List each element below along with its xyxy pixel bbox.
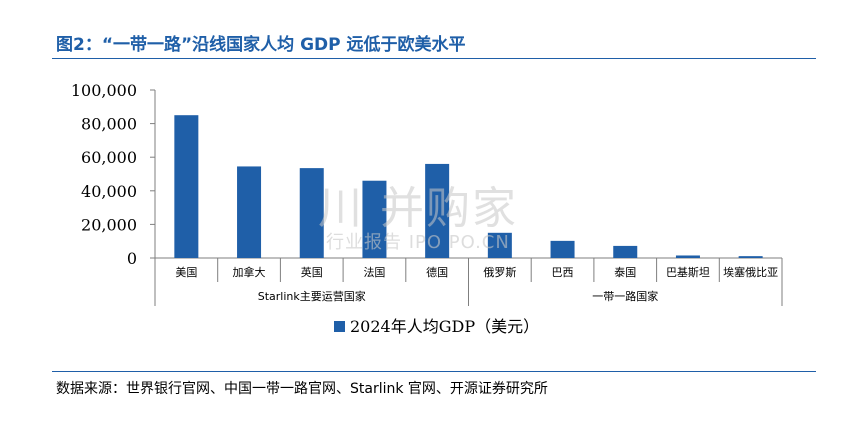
category-label: 巴西 [552,266,574,279]
category-label: 法国 [363,265,385,279]
figure-title: 图2：“一带一路”沿线国家人均 GDP 远低于欧美水平 [56,35,466,55]
source-rule [52,371,816,372]
group-label: Starlink主要运营国家 [258,289,366,303]
bar [675,255,700,258]
bar [237,166,262,258]
bar [174,115,199,258]
title-rule [52,58,816,59]
legend-label: 2024年人均GDP（美元） [350,317,539,336]
category-label: 泰国 [614,265,636,279]
legend-swatch [334,321,345,332]
y-tick-label: 40,000 [81,182,137,201]
category-label: 俄罗斯 [483,266,516,279]
category-label: 美国 [175,266,197,279]
watermark-text: 行业报告 IPO PO.CN [326,232,510,253]
bar-chart: 100,000 80,000 60,000 40,000 20,000 0 美国 加拿大 英国 法… [71,81,783,336]
group-label: 一带一路国家 [592,289,658,303]
y-tick-label: 80,000 [81,115,137,134]
bar [299,168,324,258]
category-label: 巴基斯坦 [666,265,710,279]
y-tick-label: 20,000 [81,215,137,234]
watermark-logo: 川 并购家 [318,183,518,234]
y-tick-label: 60,000 [81,148,137,167]
bar [613,245,638,258]
source-note: 数据来源：世界银行官网、中国一带一路官网、Starlink 官网、开源证券研究所 [56,381,548,397]
category-label: 加拿大 [233,265,266,279]
bar [362,180,387,258]
bar [487,232,512,258]
bar [425,163,450,258]
y-tick-label: 0 [127,249,137,268]
category-label: 埃塞俄比亚 [723,265,778,279]
category-label: 英国 [301,265,323,279]
bar [550,240,575,258]
category-label: 德国 [426,265,448,279]
bar [738,256,763,258]
y-tick-label: 100,000 [71,81,137,100]
